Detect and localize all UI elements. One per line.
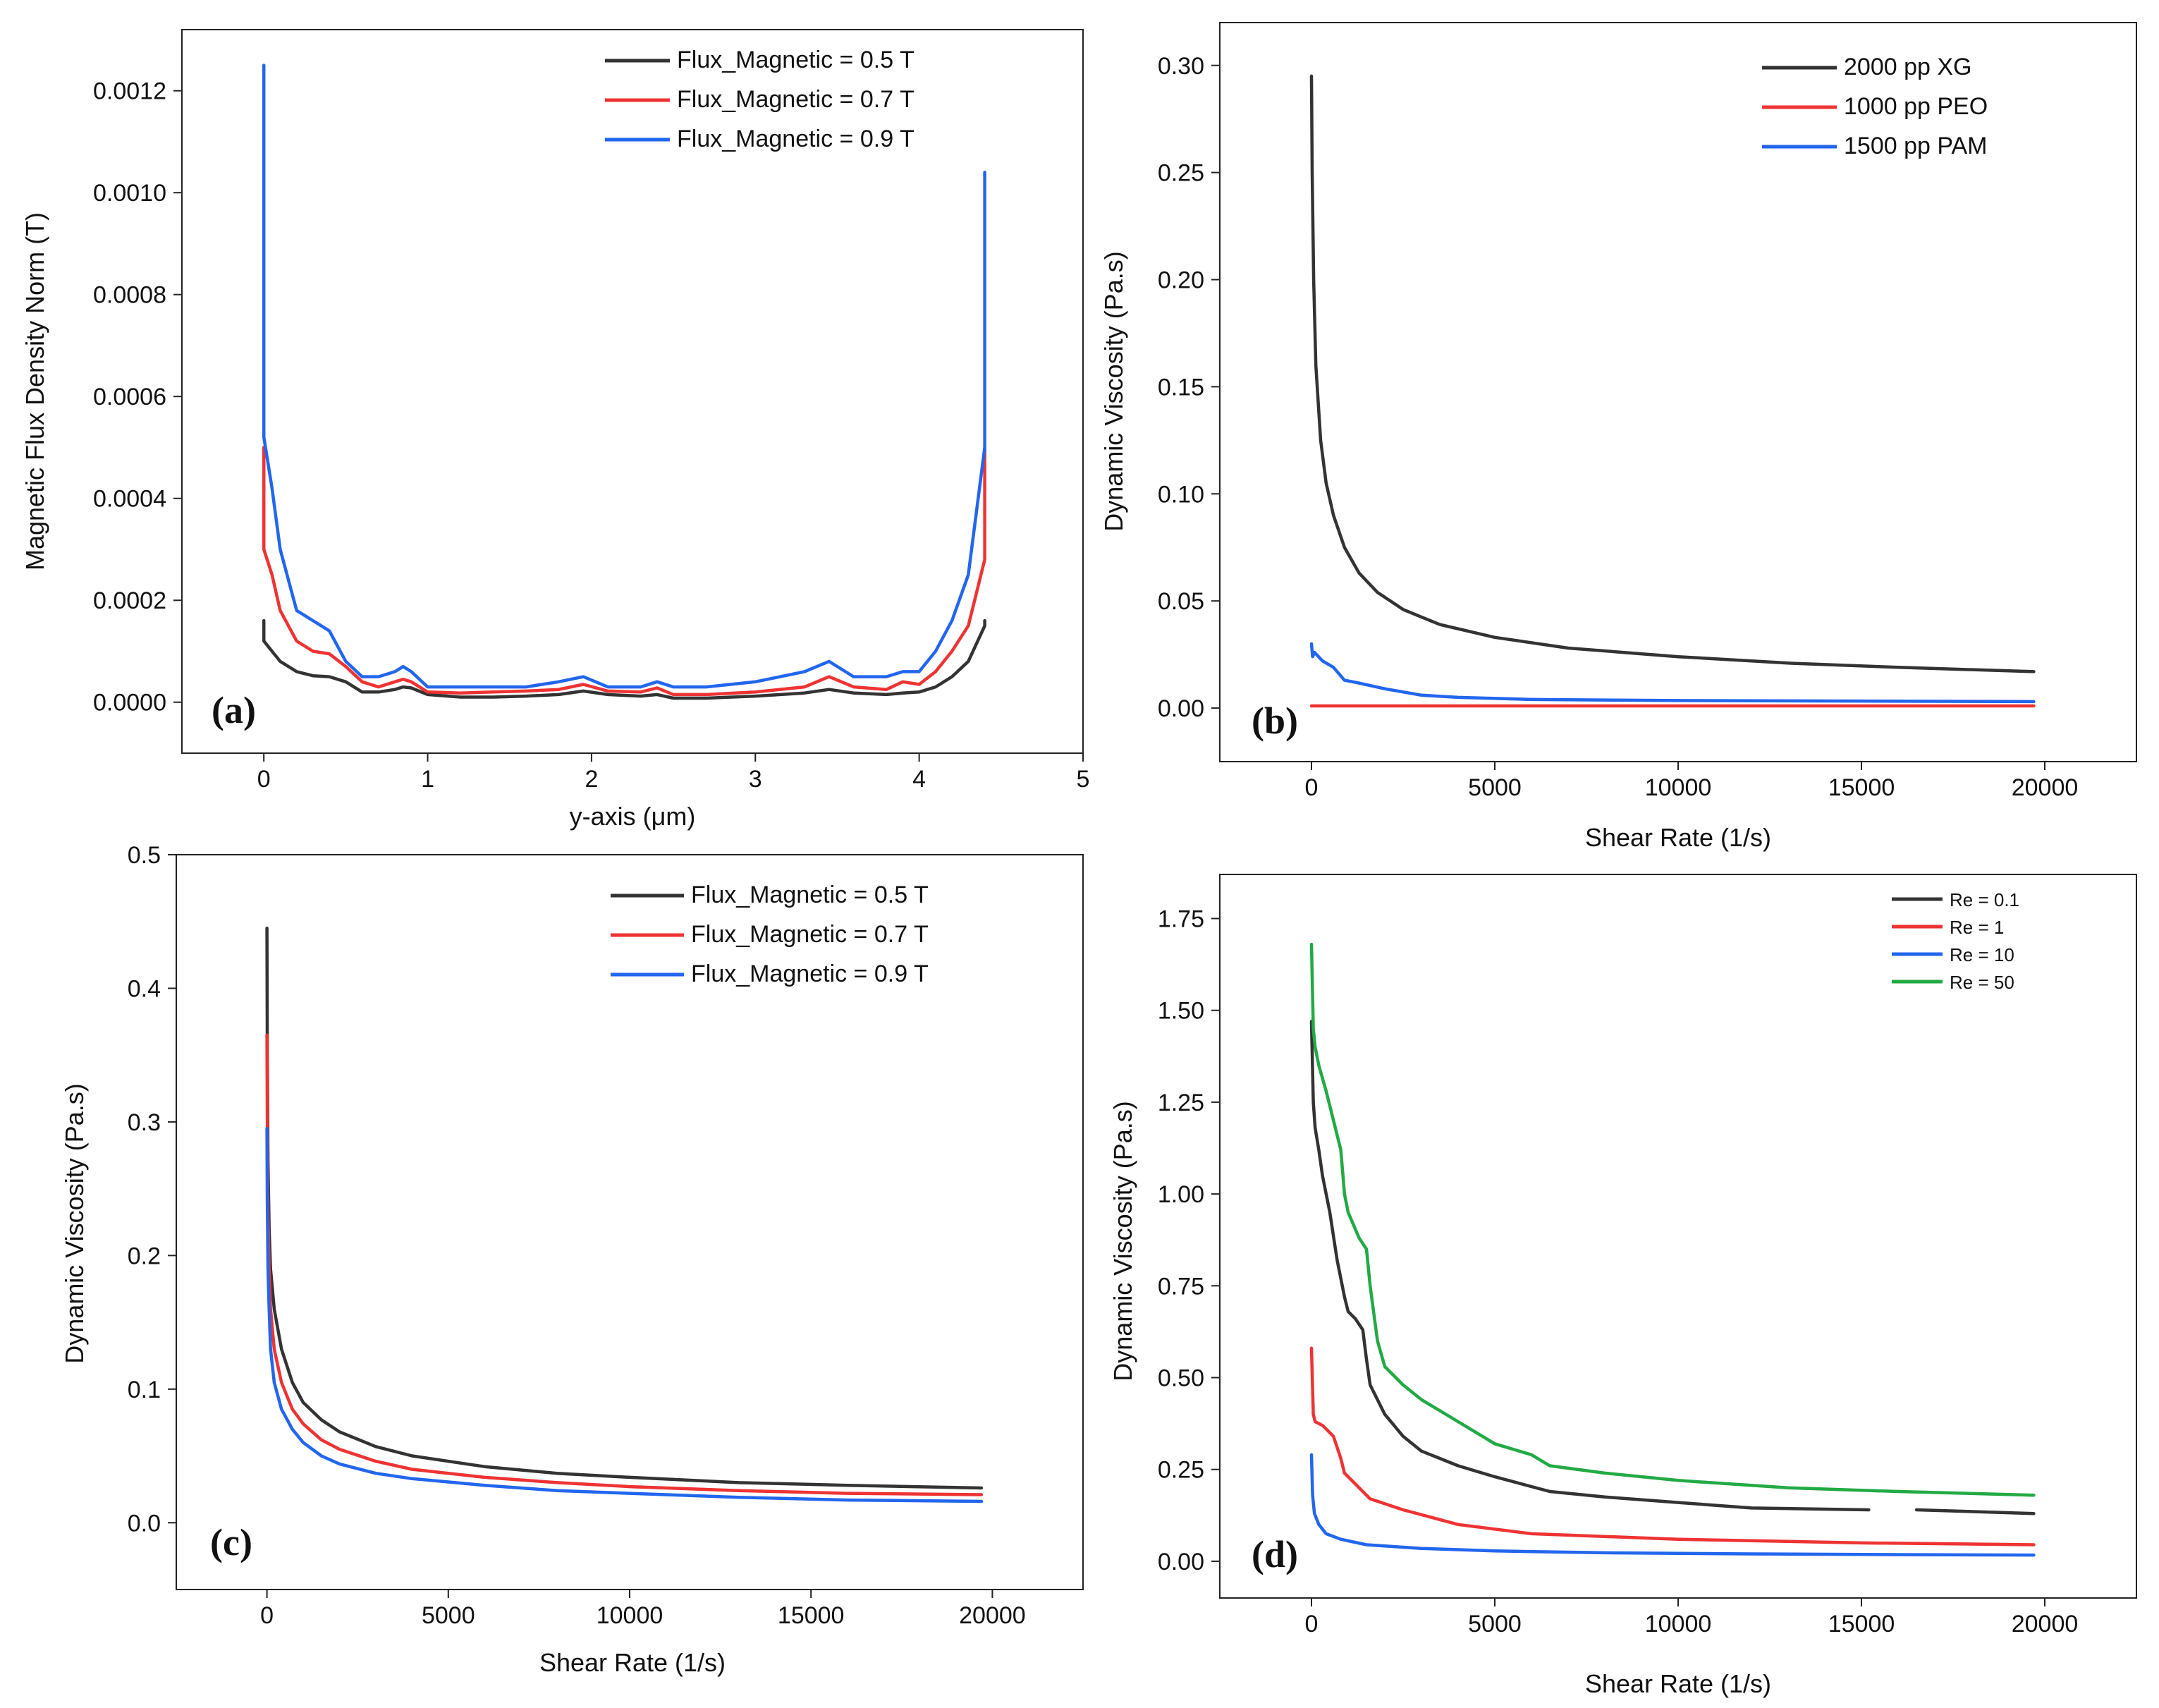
panel-a-x-tick-label: 5 bbox=[1077, 766, 1090, 793]
panel-c-legend: Flux_Magnetic = 0.5 T Flux_Magnetic = 0.7… bbox=[611, 882, 929, 987]
panel-b-series-3 bbox=[1309, 642, 2036, 704]
panel-c-y-tick-label: 0.5 bbox=[128, 842, 161, 869]
panel-a-legend: Flux_Magnetic = 0.5 T Flux_Magnetic = 0.7… bbox=[605, 47, 915, 152]
panel-a-y-tick-label: 0.0006 bbox=[93, 384, 166, 410]
panel-c-y-tick-label: 0.3 bbox=[128, 1109, 161, 1136]
panel-b-y-tick-label: 0.15 bbox=[1158, 374, 1204, 401]
panel-c-y-axis-label: Dynamic Viscosity (Pa.s) bbox=[60, 1083, 89, 1363]
panel-a-x-tick-label: 1 bbox=[421, 766, 434, 793]
panel-c-chart: 0 5000 10000 15000 20000 0.0 0.1 0.2 0.3 0.4 0.5 S… bbox=[60, 842, 1084, 1677]
panel-b-x-axis-label: Shear Rate (1/s) bbox=[1585, 823, 1771, 852]
panel-a-y-tick-label: 0.0004 bbox=[93, 486, 166, 513]
panel-b-y-tick-label: 0.05 bbox=[1158, 588, 1204, 615]
panel-a-x-axis-label: y-axis (μm) bbox=[570, 802, 696, 831]
panel-d-y-tick-label: 0.75 bbox=[1158, 1273, 1204, 1300]
panel-b-letter: (b) bbox=[1252, 700, 1298, 742]
panel-a-legend-label: Flux_Magnetic = 0.5 T bbox=[677, 47, 915, 73]
panel-a-x-tick-label: 0 bbox=[257, 766, 271, 793]
panel-b-legend-label: 1500 pp PAM bbox=[1844, 133, 1988, 159]
panel-d-letter: (d) bbox=[1252, 1533, 1298, 1575]
panel-b-y-tick-label: 0.25 bbox=[1158, 160, 1204, 187]
panel-c-series-2 bbox=[265, 1033, 984, 1496]
panel-b-y-axis-label: Dynamic Viscosity (Pa.s) bbox=[1099, 251, 1128, 531]
panel-a-letter: (a) bbox=[212, 689, 256, 731]
panel-b-x-tick-label: 0 bbox=[1305, 774, 1319, 801]
panel-c-legend-label: Flux_Magnetic = 0.7 T bbox=[691, 921, 929, 948]
panel-b-plot-frame bbox=[1219, 22, 2137, 762]
panel-d-y-tick-label: 0.25 bbox=[1158, 1457, 1204, 1484]
panel-c-series-1 bbox=[265, 926, 984, 1490]
panel-d-series-3 bbox=[1309, 1453, 2036, 1557]
panel-c-x-tick-label: 10000 bbox=[597, 1602, 663, 1629]
panel-a-series-2 bbox=[262, 446, 986, 697]
panel-a-plot-frame bbox=[181, 29, 1084, 754]
panel-d-chart: 0 5000 10000 15000 20000 0.00 0.25 0.50 0.75 1.00… bbox=[1108, 874, 2137, 1698]
panel-a-y-tick-label: 0.0002 bbox=[93, 587, 166, 614]
panel-b-x-tick-label: 20000 bbox=[2012, 774, 2079, 801]
panel-b-y-tick-label: 0.30 bbox=[1158, 53, 1204, 80]
panel-d-series-4 bbox=[1309, 942, 2036, 1497]
panel-a-y-tick-label: 0.0008 bbox=[93, 282, 166, 309]
panel-b-chart: 0 5000 10000 15000 20000 0.00 0.05 0.10 0.15 0.20… bbox=[1099, 22, 2137, 852]
panel-d-y-tick-label: 1.50 bbox=[1158, 998, 1204, 1025]
panel-a-series-3 bbox=[262, 63, 986, 689]
panel-c-x-tick-label: 5000 bbox=[422, 1602, 475, 1629]
panel-d-legend-label: Re = 0.1 bbox=[1950, 889, 2019, 910]
panel-a-legend-label: Flux_Magnetic = 0.7 T bbox=[677, 86, 915, 113]
panel-a-y-tick-label: 0.0000 bbox=[93, 690, 166, 716]
panel-a-x-tick-label: 2 bbox=[585, 766, 598, 793]
panel-c-legend-label: Flux_Magnetic = 0.5 T bbox=[691, 882, 929, 908]
panel-d-y-tick-label: 1.00 bbox=[1158, 1181, 1204, 1208]
panel-b-y-tick-label: 0.00 bbox=[1158, 695, 1204, 722]
panel-d-y-tick-label: 1.25 bbox=[1158, 1090, 1204, 1116]
panel-c-y-tick-label: 0.1 bbox=[128, 1377, 161, 1403]
panel-d-y-tick-label: 1.75 bbox=[1158, 905, 1204, 932]
panel-d-y-axis-label: Dynamic Viscosity (Pa.s) bbox=[1108, 1101, 1137, 1381]
panel-d-legend-label: Re = 1 bbox=[1950, 917, 2004, 938]
panel-a-x-tick-label: 4 bbox=[912, 766, 926, 793]
panel-a-y-tick-label: 0.0012 bbox=[93, 78, 166, 105]
panel-c-y-tick-label: 0.2 bbox=[128, 1243, 161, 1269]
panel-c-letter: (c) bbox=[210, 1521, 252, 1563]
panel-b-x-tick-label: 5000 bbox=[1468, 774, 1522, 801]
panel-c-y-tick-label: 0.0 bbox=[128, 1510, 161, 1537]
panel-c-y-tick-label: 0.4 bbox=[128, 975, 161, 1002]
panel-a-chart: 0 1 2 3 4 5 0.0000 0.0002 0.0004 0.0006 0.0008 0.00… bbox=[20, 29, 1090, 831]
panel-d-series-1 bbox=[1309, 1020, 2036, 1515]
panel-d-x-tick-label: 20000 bbox=[2012, 1611, 2079, 1637]
panel-c-legend-label: Flux_Magnetic = 0.9 T bbox=[691, 960, 929, 987]
panel-b-legend: 2000 pp XG 1000 pp PEO 1500 pp PAM bbox=[1762, 54, 1988, 159]
panel-d-x-tick-label: 0 bbox=[1305, 1611, 1319, 1637]
panel-d-legend: Re = 0.1 Re = 1 Re = 10 Re = 50 bbox=[1892, 889, 2019, 993]
panel-d-y-tick-label: 0.00 bbox=[1158, 1549, 1204, 1575]
panel-d-legend-label: Re = 50 bbox=[1950, 972, 2014, 993]
panel-a-series-1 bbox=[262, 618, 986, 700]
panel-b-series-1 bbox=[1309, 74, 2036, 673]
panel-d-legend-label: Re = 10 bbox=[1950, 944, 2014, 965]
panel-a-legend-label: Flux_Magnetic = 0.9 T bbox=[677, 126, 915, 152]
panel-a-x-tick-label: 3 bbox=[749, 766, 762, 793]
panel-c-x-tick-label: 0 bbox=[260, 1602, 274, 1629]
panel-d-x-tick-label: 10000 bbox=[1645, 1611, 1712, 1637]
panel-c-series-3 bbox=[265, 1127, 984, 1503]
panel-b-legend-label: 2000 pp XG bbox=[1844, 54, 1971, 80]
panel-b-x-tick-label: 10000 bbox=[1645, 774, 1712, 801]
panel-b-x-tick-label: 15000 bbox=[1828, 774, 1895, 801]
panel-c-x-axis-label: Shear Rate (1/s) bbox=[539, 1648, 726, 1677]
panel-d-y-tick-label: 0.50 bbox=[1158, 1365, 1204, 1392]
panel-c-plot-frame bbox=[176, 854, 1084, 1590]
panel-d-series-2 bbox=[1309, 1346, 2036, 1547]
panel-d-x-tick-label: 15000 bbox=[1828, 1611, 1895, 1637]
panel-a-y-axis-label: Magnetic Flux Density Norm (T) bbox=[20, 212, 49, 571]
panel-d-x-tick-label: 5000 bbox=[1468, 1611, 1522, 1637]
panel-a-y-tick-label: 0.0010 bbox=[93, 180, 166, 207]
panel-c-x-tick-label: 20000 bbox=[959, 1602, 1026, 1629]
panel-b-y-tick-label: 0.10 bbox=[1158, 481, 1204, 508]
panel-b-legend-label: 1000 pp PEO bbox=[1844, 93, 1988, 120]
panel-d-x-axis-label: Shear Rate (1/s) bbox=[1585, 1669, 1771, 1698]
panel-c-x-tick-label: 15000 bbox=[778, 1602, 845, 1629]
panel-b-y-tick-label: 0.20 bbox=[1158, 267, 1204, 294]
